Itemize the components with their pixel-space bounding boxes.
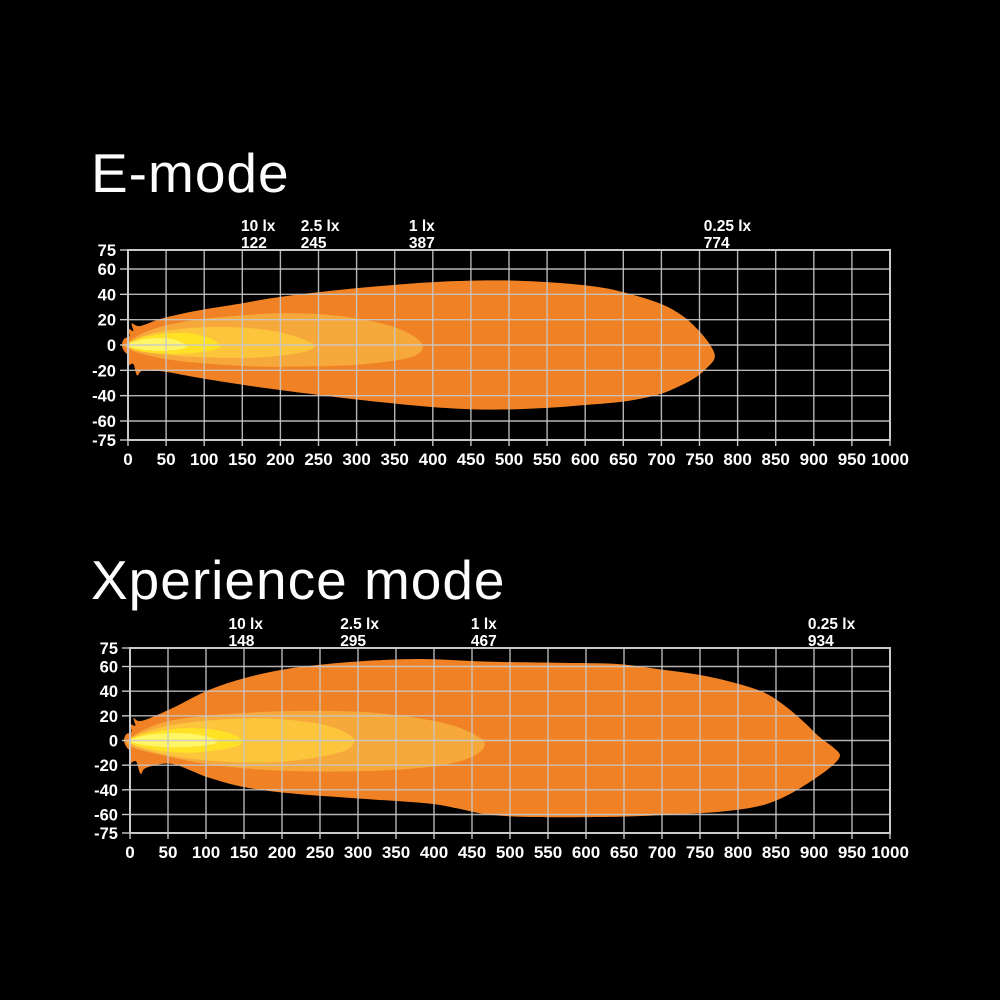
annotation-lux-label: 1 lx [409, 218, 435, 235]
x-tick-label: 600 [571, 450, 599, 469]
y-tick-label: -75 [92, 432, 116, 450]
x-tick-label: 150 [230, 843, 258, 862]
x-tick-label: 450 [458, 843, 486, 862]
x-tick-label: 650 [610, 843, 638, 862]
x-tick-label: 1000 [871, 450, 909, 469]
y-tick-label: 60 [98, 261, 116, 279]
x-tick-label: 1000 [871, 843, 909, 862]
x-tick-label: 400 [420, 843, 448, 862]
x-tick-label: 350 [381, 450, 409, 469]
x-tick-label: 350 [382, 843, 410, 862]
x-tick-label: 100 [190, 450, 218, 469]
x-tick-label: 800 [723, 450, 751, 469]
annotation-distance-value: 245 [301, 235, 327, 252]
x-tick-label: 900 [800, 843, 828, 862]
x-tick-label: 50 [159, 843, 178, 862]
x-tick-label: 650 [609, 450, 637, 469]
y-tick-label: 0 [107, 337, 116, 355]
y-tick-label: 20 [98, 312, 116, 330]
annotation-distance-value: 467 [471, 633, 497, 650]
annotation-distance-value: 774 [704, 235, 730, 252]
x-tick-label: 600 [572, 843, 600, 862]
y-tick-label: 75 [98, 242, 116, 260]
x-tick-label: 900 [800, 450, 828, 469]
annotation-distance-value: 934 [808, 633, 834, 650]
annotation-distance-value: 295 [340, 633, 366, 650]
x-tick-label: 100 [192, 843, 220, 862]
annotation-lux-label: 10 lx [241, 218, 276, 235]
x-tick-label: 300 [342, 450, 370, 469]
x-tick-label: 850 [762, 450, 790, 469]
x-tick-label: 850 [762, 843, 790, 862]
x-tick-label: 550 [534, 843, 562, 862]
x-tick-label: 700 [648, 843, 676, 862]
x-tick-label: 0 [123, 450, 132, 469]
x-tick-label: 700 [647, 450, 675, 469]
x-tick-label: 200 [268, 843, 296, 862]
x-tick-label: 0 [125, 843, 134, 862]
x-tick-label: 200 [266, 450, 294, 469]
y-tick-label: 20 [100, 708, 118, 726]
y-tick-label: -60 [94, 807, 118, 825]
y-tick-label: -40 [92, 388, 116, 406]
y-tick-label: 0 [109, 733, 118, 751]
annotation-distance-value: 122 [241, 235, 267, 252]
annotation-lux-label: 10 lx [228, 616, 263, 633]
isolux-contour-0-25-lx [123, 659, 840, 818]
x-tick-label: 150 [228, 450, 256, 469]
y-tick-label: -40 [94, 782, 118, 800]
y-tick-label: 40 [98, 286, 116, 304]
y-tick-label: -60 [92, 413, 116, 431]
annotation-lux-label: 0.25 lx [808, 616, 856, 633]
x-tick-label: 450 [457, 450, 485, 469]
y-tick-label: 40 [100, 683, 118, 701]
annotation-lux-label: 1 lx [471, 616, 497, 633]
annotation-distance-value: 148 [228, 633, 254, 650]
x-tick-label: 50 [157, 450, 176, 469]
x-tick-label: 500 [496, 843, 524, 862]
y-tick-label: 75 [100, 640, 118, 658]
x-tick-label: 300 [344, 843, 372, 862]
annotation-lux-label: 2.5 lx [340, 616, 379, 633]
annotation-distance-value: 387 [409, 235, 435, 252]
x-tick-label: 750 [685, 450, 713, 469]
x-tick-label: 250 [304, 450, 332, 469]
x-tick-label: 500 [495, 450, 523, 469]
y-tick-label: 60 [100, 659, 118, 677]
x-tick-label: 750 [686, 843, 714, 862]
annotation-lux-label: 0.25 lx [704, 218, 752, 235]
chart-title-xperience-mode: Xperience mode [91, 549, 506, 611]
y-tick-label: -75 [94, 825, 118, 843]
x-tick-label: 800 [724, 843, 752, 862]
x-tick-label: 950 [838, 450, 866, 469]
x-tick-label: 950 [838, 843, 866, 862]
chart-title-e-mode: E-mode [91, 142, 290, 204]
x-tick-label: 400 [419, 450, 447, 469]
x-tick-label: 250 [306, 843, 334, 862]
annotation-lux-label: 2.5 lx [301, 218, 340, 235]
y-tick-label: -20 [94, 757, 118, 775]
x-tick-label: 550 [533, 450, 561, 469]
y-tick-label: -20 [92, 362, 116, 380]
